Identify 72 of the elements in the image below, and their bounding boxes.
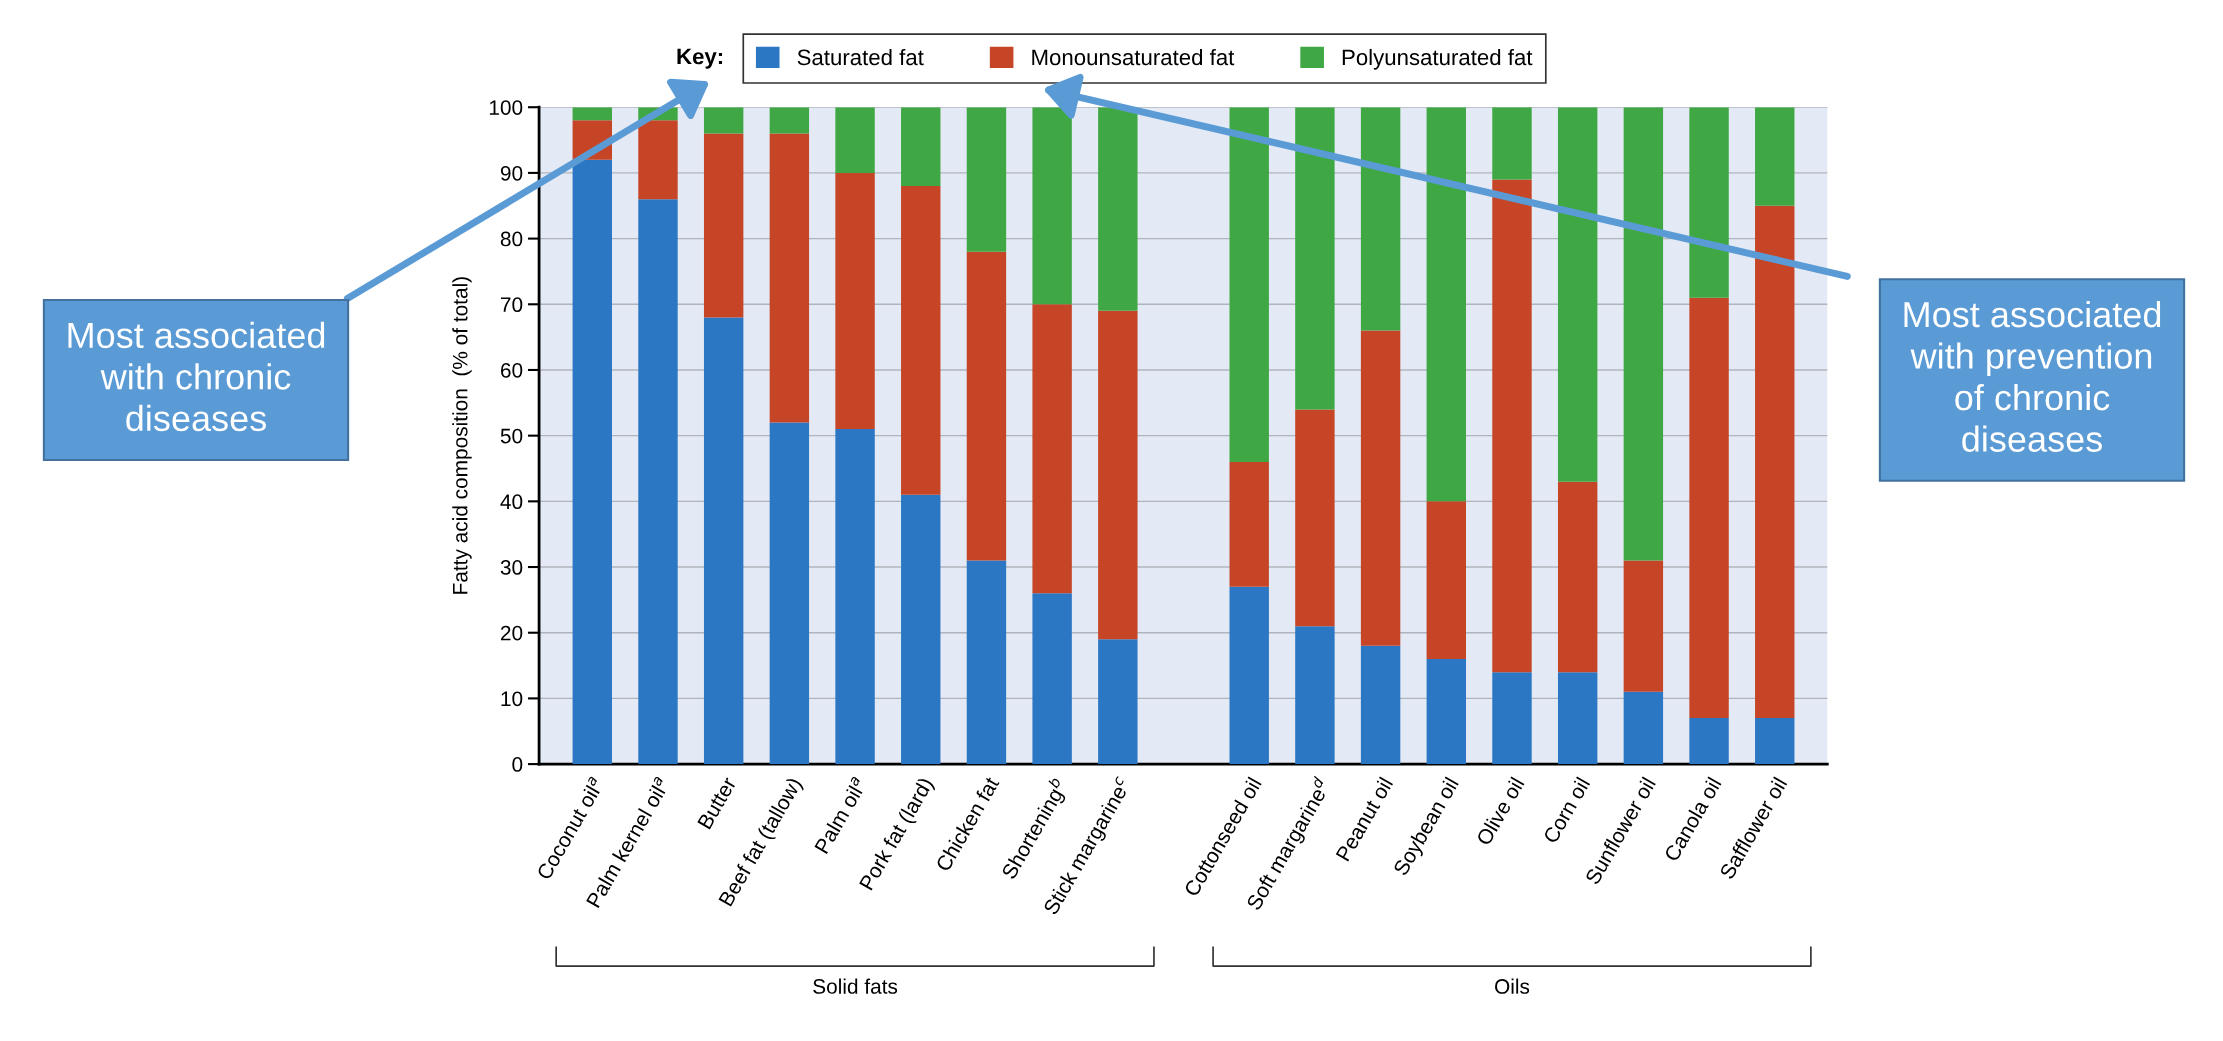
bar bbox=[966, 107, 1007, 252]
y-tick-label: 80 bbox=[500, 231, 523, 247]
y-tick-label: 20 bbox=[500, 625, 523, 641]
bar bbox=[901, 107, 941, 187]
bar bbox=[1360, 107, 1401, 331]
bar bbox=[1492, 179, 1532, 673]
bar bbox=[572, 107, 612, 121]
bar bbox=[1623, 560, 1664, 692]
bar bbox=[835, 429, 875, 765]
legend-label: Polyunsaturated fat bbox=[1342, 48, 1533, 70]
bar bbox=[1426, 107, 1466, 502]
bar bbox=[1295, 409, 1335, 627]
bar bbox=[769, 107, 810, 134]
bar bbox=[1755, 205, 1795, 719]
y-tick-label: 40 bbox=[500, 494, 523, 510]
bar bbox=[1689, 297, 1729, 719]
bar bbox=[638, 199, 678, 765]
bar bbox=[769, 133, 810, 423]
text: Oils bbox=[1495, 978, 1530, 994]
x-tick-label: Palm oil$^{a}$ bbox=[812, 776, 868, 855]
bar bbox=[1689, 718, 1729, 765]
bar bbox=[703, 107, 744, 134]
bar bbox=[638, 120, 678, 200]
y-tick-label: 10 bbox=[501, 691, 523, 707]
bar bbox=[1557, 107, 1598, 482]
bar bbox=[1557, 481, 1598, 673]
y-tick-label: 100 bbox=[489, 100, 523, 115]
legend-label: Monounsaturated fat bbox=[1032, 48, 1235, 66]
text: Most associated with chronic diseases bbox=[68, 321, 325, 432]
bar bbox=[769, 422, 810, 765]
text: Most associated with prevention of chronic diseases bbox=[1904, 300, 2161, 452]
legend-label: Saturated fat bbox=[797, 48, 924, 66]
bar bbox=[966, 251, 1007, 561]
bar bbox=[1426, 658, 1466, 765]
bar bbox=[1623, 107, 1664, 561]
bar bbox=[1755, 718, 1795, 765]
y-tick-label: 0 bbox=[512, 757, 523, 772]
bar bbox=[835, 107, 875, 173]
bar bbox=[835, 172, 875, 430]
y-tick-label: 30 bbox=[500, 560, 523, 575]
text: Solid fats bbox=[813, 978, 898, 994]
bar bbox=[1098, 107, 1138, 311]
bar bbox=[1360, 330, 1401, 646]
bar bbox=[1295, 107, 1335, 410]
bar bbox=[703, 317, 744, 765]
bar bbox=[1032, 593, 1072, 765]
bar bbox=[1623, 691, 1664, 765]
y-tick-label: 60 bbox=[500, 362, 523, 378]
bar bbox=[1229, 461, 1269, 587]
bar bbox=[1098, 639, 1138, 765]
bar bbox=[966, 560, 1007, 765]
bar bbox=[1492, 672, 1532, 765]
y-tick-label: 50 bbox=[500, 428, 523, 444]
bar bbox=[901, 186, 941, 495]
bar bbox=[1755, 107, 1795, 206]
bar bbox=[1229, 586, 1269, 765]
bar bbox=[1295, 626, 1335, 765]
bar bbox=[572, 159, 612, 765]
bar bbox=[1492, 107, 1532, 180]
bar bbox=[1689, 107, 1729, 298]
y-tick-label: 70 bbox=[501, 297, 523, 313]
y-tick-label: 90 bbox=[500, 165, 523, 181]
bar bbox=[1557, 672, 1598, 765]
bar bbox=[901, 494, 941, 765]
legend-title: Key: bbox=[677, 48, 723, 69]
bar bbox=[1426, 501, 1466, 659]
bar bbox=[1229, 107, 1269, 462]
bar bbox=[1098, 310, 1138, 640]
bar bbox=[1360, 645, 1401, 765]
bar bbox=[703, 133, 744, 318]
y-axis-title: Fatty acid composition (% of total) bbox=[452, 277, 472, 594]
bar bbox=[1032, 304, 1072, 594]
